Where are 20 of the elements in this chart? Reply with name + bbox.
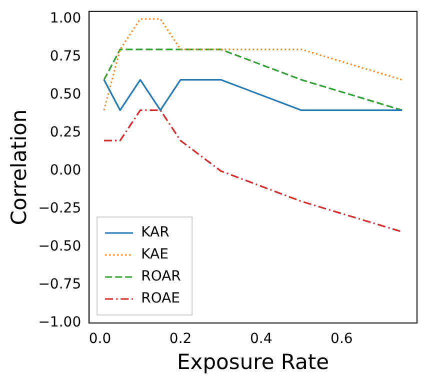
line-series bbox=[103, 18, 403, 111]
y-tick-label: −0.75 bbox=[38, 276, 82, 293]
y-tick-label: 1.00 bbox=[50, 10, 82, 27]
y-tick-label: −1.00 bbox=[38, 314, 82, 331]
y-axis-title: Correlation bbox=[7, 109, 32, 226]
legend-label: KAR bbox=[141, 224, 170, 241]
y-tick-label: −0.25 bbox=[38, 200, 82, 217]
legend-label: ROAE bbox=[141, 290, 180, 307]
x-tick-label: 0.0 bbox=[88, 331, 112, 348]
legend-label: ROAR bbox=[141, 268, 182, 285]
x-tick-label: 0.6 bbox=[330, 331, 353, 348]
legend-label: KAE bbox=[141, 246, 168, 263]
y-tick-label: 0.50 bbox=[50, 86, 82, 103]
y-tick-label: −0.50 bbox=[38, 238, 82, 255]
x-tick-label: 0.2 bbox=[169, 331, 192, 348]
x-tick-label: 0.4 bbox=[250, 331, 272, 348]
y-tick-label: 0.75 bbox=[50, 48, 82, 65]
y-tick-label: 0.00 bbox=[50, 162, 82, 179]
x-axis-title: Exposure Rate bbox=[177, 350, 330, 374]
y-tick-label: 0.25 bbox=[50, 124, 82, 141]
